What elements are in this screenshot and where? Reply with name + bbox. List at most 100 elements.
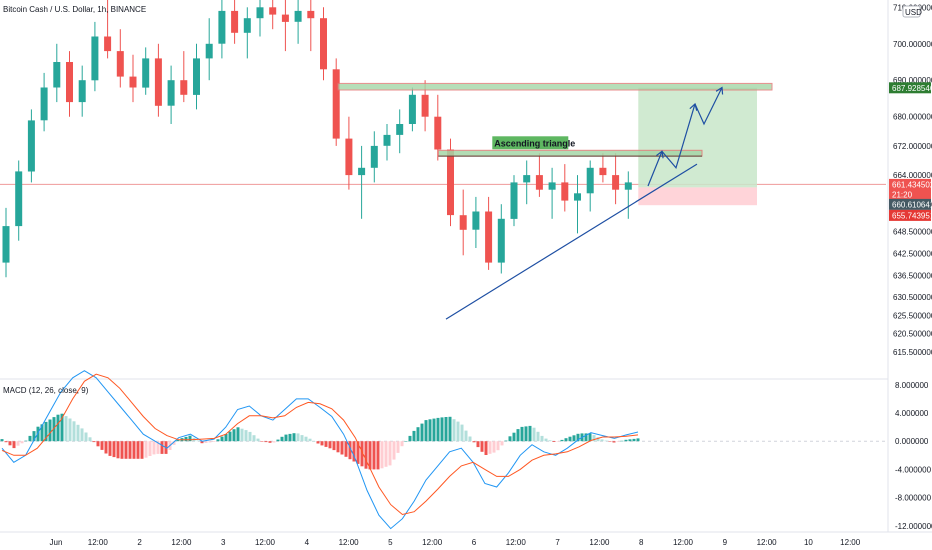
macd-histogram-bar (372, 441, 376, 470)
macd-histogram-bar (248, 431, 252, 442)
macd-histogram-bar (16, 441, 20, 446)
price-tick-label: 680.000000 (893, 113, 932, 122)
macd-histogram-bar (568, 436, 572, 442)
macd-histogram-bar (80, 428, 84, 442)
currency-button[interactable]: USD (902, 5, 922, 18)
macd-histogram-bar (284, 434, 288, 442)
price-pane[interactable]: Ascending triangle (0, 0, 888, 378)
time-axis[interactable]: Jun 12:00 2 12:00 3 12:00 4 12:00 5 12:00 6 12:00 7 1… (50, 538, 861, 547)
macd-tick-label: 0.000000 (895, 437, 929, 446)
macd-histogram-bar (604, 440, 608, 442)
target-zone[interactable] (638, 87, 757, 188)
macd-histogram-bar (548, 440, 552, 442)
macd-histogram-bar (476, 441, 480, 448)
macd-axis[interactable]: 8.000000 4.000000 0.000000 -4.000000 -8.0000… (895, 381, 932, 531)
macd-histogram-bar (92, 441, 96, 443)
projection-arrow[interactable] (694, 87, 723, 126)
macd-histogram-bar (156, 441, 160, 454)
macd-histogram-bar (404, 441, 408, 442)
drawings[interactable]: Ascending triangle (337, 82, 773, 320)
time-tick-label: 12:00 (255, 538, 276, 547)
macd-histogram-bar (208, 441, 212, 443)
macd-histogram-bar (132, 441, 136, 459)
macd-histogram-bar (124, 441, 128, 459)
price-badge-label: 655.743951 (892, 211, 932, 220)
time-tick-label: 4 (305, 538, 310, 547)
macd-histogram-bar (484, 441, 488, 455)
candle-body (129, 76, 137, 88)
macd-histogram-bar (240, 428, 244, 442)
candle-body (574, 193, 581, 201)
macd-histogram-bar (636, 438, 640, 442)
macd-tick-label: -8.000000 (895, 494, 932, 503)
projection-arrow[interactable] (647, 103, 696, 187)
macd-histogram-bar (448, 416, 452, 442)
macd-histogram-bar (620, 440, 624, 442)
time-tick-label: Jun (50, 538, 63, 547)
candle-body (40, 87, 48, 121)
macd-histogram-bar (112, 441, 116, 458)
macd-histogram-bar (632, 438, 636, 442)
candle-body (370, 145, 378, 168)
price-tick-label: 636.500000 (893, 271, 932, 280)
macd-histogram-bar (520, 426, 524, 442)
macd-histogram-bar (428, 419, 432, 442)
macd-histogram-bar (268, 441, 272, 443)
macd-tick-label: 4.000000 (895, 409, 929, 418)
macd-histogram-bar (332, 441, 336, 451)
candle-body (358, 167, 366, 176)
candle-body (15, 171, 23, 227)
macd-histogram-bar (436, 417, 440, 442)
macd-histogram-bar (72, 421, 76, 442)
price-badge-countdown (889, 188, 931, 200)
price-tick-label: 700.000000 (893, 40, 932, 49)
macd-histogram-bar (340, 441, 344, 455)
macd-histogram-bar (48, 419, 52, 442)
macd-histogram-bar (108, 441, 112, 456)
candle-body (243, 18, 251, 33)
time-tick-label: 12:00 (171, 538, 192, 547)
macd-histogram-bar (344, 441, 348, 457)
candle-body (91, 36, 99, 81)
macd-histogram-bar (624, 439, 628, 442)
macd-histogram-bar (52, 417, 56, 442)
arrow-head (715, 86, 724, 95)
macd-histogram-bar (532, 427, 536, 442)
candle-body (142, 58, 150, 88)
candle-body (345, 138, 353, 176)
time-tick-label: 12:00 (840, 538, 861, 547)
macd-histogram-bar (364, 441, 368, 469)
macd-histogram-bar (136, 441, 140, 459)
price-badge-target (889, 82, 931, 94)
candle-body (459, 215, 467, 230)
candle-body (154, 58, 162, 106)
target-level-zone[interactable] (337, 82, 773, 91)
macd-histogram-bar (316, 441, 320, 444)
candle-body (523, 175, 531, 183)
candle-body (294, 10, 302, 22)
stop-zone[interactable] (638, 187, 757, 206)
candle-body (27, 120, 35, 172)
macd-histogram-bar (184, 436, 188, 442)
candle-body (434, 116, 442, 150)
macd-pane[interactable] (0, 370, 886, 530)
candle-body (586, 167, 594, 194)
candle-body (78, 80, 86, 103)
macd-histogram-bar (244, 430, 248, 442)
macd-histogram-bar (60, 413, 64, 442)
candle-body (66, 62, 73, 103)
macd-histogram-bar (612, 441, 616, 443)
macd-histogram-bar (396, 441, 400, 453)
macd-histogram-bar (200, 441, 204, 444)
macd-histogram-bar (68, 418, 72, 442)
macd-histogram-bar (424, 420, 428, 442)
support-trendline[interactable] (445, 163, 698, 320)
macd-histogram-bar (40, 424, 44, 442)
candle-body (497, 218, 505, 263)
time-tick-label: 7 (555, 538, 560, 547)
time-tick-label: 6 (472, 538, 477, 547)
macd-histogram-bar (420, 423, 424, 442)
candle-body (332, 69, 340, 139)
